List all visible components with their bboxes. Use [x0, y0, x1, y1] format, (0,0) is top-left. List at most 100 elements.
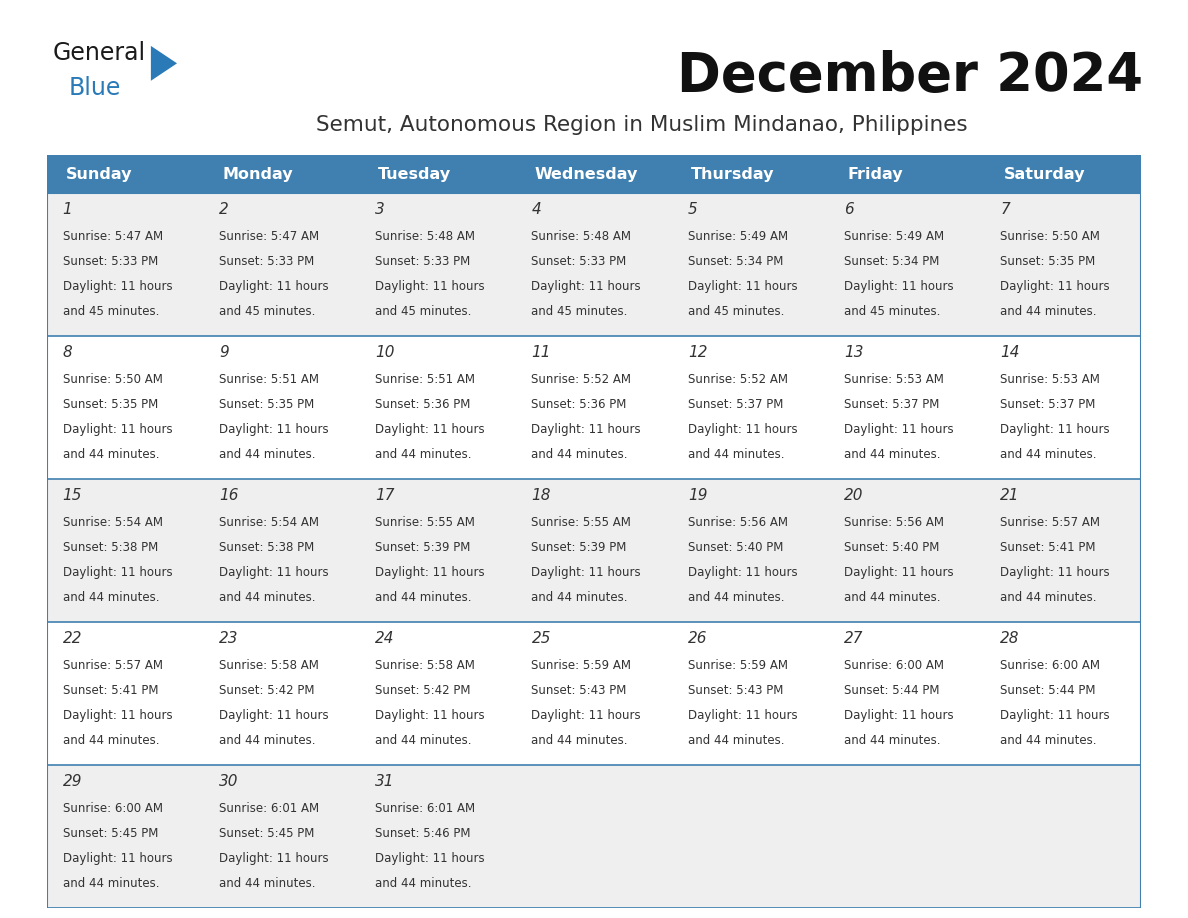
Text: and 44 minutes.: and 44 minutes.: [63, 448, 159, 461]
Text: Daylight: 11 hours: Daylight: 11 hours: [375, 566, 485, 579]
Text: Daylight: 11 hours: Daylight: 11 hours: [531, 710, 642, 722]
Text: Sunrise: 5:57 AM: Sunrise: 5:57 AM: [63, 659, 163, 672]
Text: 26: 26: [688, 631, 707, 645]
Text: Sunset: 5:42 PM: Sunset: 5:42 PM: [219, 684, 315, 697]
Bar: [672, 622, 828, 765]
Text: Sunrise: 5:59 AM: Sunrise: 5:59 AM: [531, 659, 632, 672]
Text: 25: 25: [531, 631, 551, 645]
Bar: [48, 193, 203, 336]
Bar: [48, 765, 203, 908]
Text: 5: 5: [688, 202, 697, 217]
Bar: [48, 155, 203, 193]
Text: Daylight: 11 hours: Daylight: 11 hours: [63, 566, 172, 579]
Bar: [360, 155, 516, 193]
Text: and 44 minutes.: and 44 minutes.: [843, 591, 941, 604]
Text: and 44 minutes.: and 44 minutes.: [1000, 591, 1097, 604]
Text: 20: 20: [843, 487, 864, 502]
Text: Sunset: 5:33 PM: Sunset: 5:33 PM: [219, 255, 314, 268]
Text: 15: 15: [63, 487, 82, 502]
Bar: [516, 193, 672, 336]
Text: 29: 29: [63, 774, 82, 789]
Text: Sunset: 5:37 PM: Sunset: 5:37 PM: [688, 398, 783, 411]
Text: and 44 minutes.: and 44 minutes.: [843, 448, 941, 461]
Bar: [203, 193, 360, 336]
Bar: [985, 155, 1140, 193]
Bar: [672, 765, 828, 908]
Bar: [516, 479, 672, 622]
Bar: [985, 193, 1140, 336]
Text: Daylight: 11 hours: Daylight: 11 hours: [375, 423, 485, 436]
Text: 4: 4: [531, 202, 542, 217]
Text: and 44 minutes.: and 44 minutes.: [219, 734, 316, 747]
Text: Daylight: 11 hours: Daylight: 11 hours: [375, 280, 485, 293]
Text: Sunset: 5:33 PM: Sunset: 5:33 PM: [63, 255, 158, 268]
Text: 30: 30: [219, 774, 239, 789]
Text: Daylight: 11 hours: Daylight: 11 hours: [1000, 566, 1110, 579]
Bar: [672, 336, 828, 479]
Bar: [828, 336, 985, 479]
Text: Daylight: 11 hours: Daylight: 11 hours: [688, 423, 797, 436]
Text: Sunrise: 5:48 AM: Sunrise: 5:48 AM: [531, 230, 632, 243]
Text: Sunrise: 5:48 AM: Sunrise: 5:48 AM: [375, 230, 475, 243]
Text: and 45 minutes.: and 45 minutes.: [63, 306, 159, 319]
Bar: [985, 622, 1140, 765]
Text: Sunrise: 5:54 AM: Sunrise: 5:54 AM: [63, 516, 163, 529]
Text: Sunset: 5:35 PM: Sunset: 5:35 PM: [219, 398, 314, 411]
Text: Monday: Monday: [222, 166, 292, 182]
Text: Sunset: 5:36 PM: Sunset: 5:36 PM: [375, 398, 470, 411]
Text: Sunrise: 5:50 AM: Sunrise: 5:50 AM: [63, 374, 163, 386]
Text: Daylight: 11 hours: Daylight: 11 hours: [1000, 423, 1110, 436]
Text: Daylight: 11 hours: Daylight: 11 hours: [219, 423, 329, 436]
Text: Sunrise: 5:51 AM: Sunrise: 5:51 AM: [219, 374, 318, 386]
Text: 1: 1: [63, 202, 72, 217]
Text: Blue: Blue: [69, 76, 121, 100]
Text: Sunday: Sunday: [65, 166, 132, 182]
Bar: [360, 479, 516, 622]
Text: 2: 2: [219, 202, 228, 217]
Text: Daylight: 11 hours: Daylight: 11 hours: [843, 566, 954, 579]
Text: 7: 7: [1000, 202, 1010, 217]
Bar: [985, 336, 1140, 479]
Text: Sunrise: 5:53 AM: Sunrise: 5:53 AM: [843, 374, 944, 386]
Text: Daylight: 11 hours: Daylight: 11 hours: [63, 280, 172, 293]
Text: and 44 minutes.: and 44 minutes.: [1000, 734, 1097, 747]
Text: 14: 14: [1000, 344, 1019, 360]
Text: and 44 minutes.: and 44 minutes.: [375, 591, 472, 604]
Text: Daylight: 11 hours: Daylight: 11 hours: [375, 710, 485, 722]
Bar: [516, 765, 672, 908]
Text: and 44 minutes.: and 44 minutes.: [531, 448, 628, 461]
Text: Daylight: 11 hours: Daylight: 11 hours: [843, 423, 954, 436]
Text: Sunrise: 5:58 AM: Sunrise: 5:58 AM: [219, 659, 318, 672]
Text: Sunset: 5:38 PM: Sunset: 5:38 PM: [219, 542, 314, 554]
Bar: [985, 765, 1140, 908]
Text: Sunset: 5:37 PM: Sunset: 5:37 PM: [1000, 398, 1095, 411]
Text: Daylight: 11 hours: Daylight: 11 hours: [63, 423, 172, 436]
Text: Daylight: 11 hours: Daylight: 11 hours: [219, 710, 329, 722]
Bar: [360, 765, 516, 908]
Text: Sunrise: 6:01 AM: Sunrise: 6:01 AM: [219, 802, 320, 815]
Text: Sunset: 5:39 PM: Sunset: 5:39 PM: [375, 542, 470, 554]
Text: 22: 22: [63, 631, 82, 645]
Text: Semut, Autonomous Region in Muslim Mindanao, Philippines: Semut, Autonomous Region in Muslim Minda…: [316, 115, 967, 135]
Bar: [828, 479, 985, 622]
Text: 27: 27: [843, 631, 864, 645]
Bar: [828, 155, 985, 193]
Text: Sunrise: 5:56 AM: Sunrise: 5:56 AM: [688, 516, 788, 529]
Text: and 44 minutes.: and 44 minutes.: [219, 448, 316, 461]
Bar: [203, 622, 360, 765]
Text: Daylight: 11 hours: Daylight: 11 hours: [219, 280, 329, 293]
Bar: [828, 765, 985, 908]
Text: and 44 minutes.: and 44 minutes.: [531, 591, 628, 604]
Text: and 44 minutes.: and 44 minutes.: [375, 448, 472, 461]
Text: Sunrise: 5:56 AM: Sunrise: 5:56 AM: [843, 516, 944, 529]
Text: Sunset: 5:34 PM: Sunset: 5:34 PM: [843, 255, 940, 268]
Text: Daylight: 11 hours: Daylight: 11 hours: [688, 710, 797, 722]
Bar: [516, 155, 672, 193]
Text: Sunset: 5:45 PM: Sunset: 5:45 PM: [219, 827, 315, 840]
Text: and 44 minutes.: and 44 minutes.: [63, 878, 159, 890]
Text: Sunrise: 5:52 AM: Sunrise: 5:52 AM: [531, 374, 632, 386]
Text: Wednesday: Wednesday: [535, 166, 638, 182]
Text: General: General: [52, 41, 145, 65]
Text: Sunrise: 5:51 AM: Sunrise: 5:51 AM: [375, 374, 475, 386]
Text: and 44 minutes.: and 44 minutes.: [843, 734, 941, 747]
